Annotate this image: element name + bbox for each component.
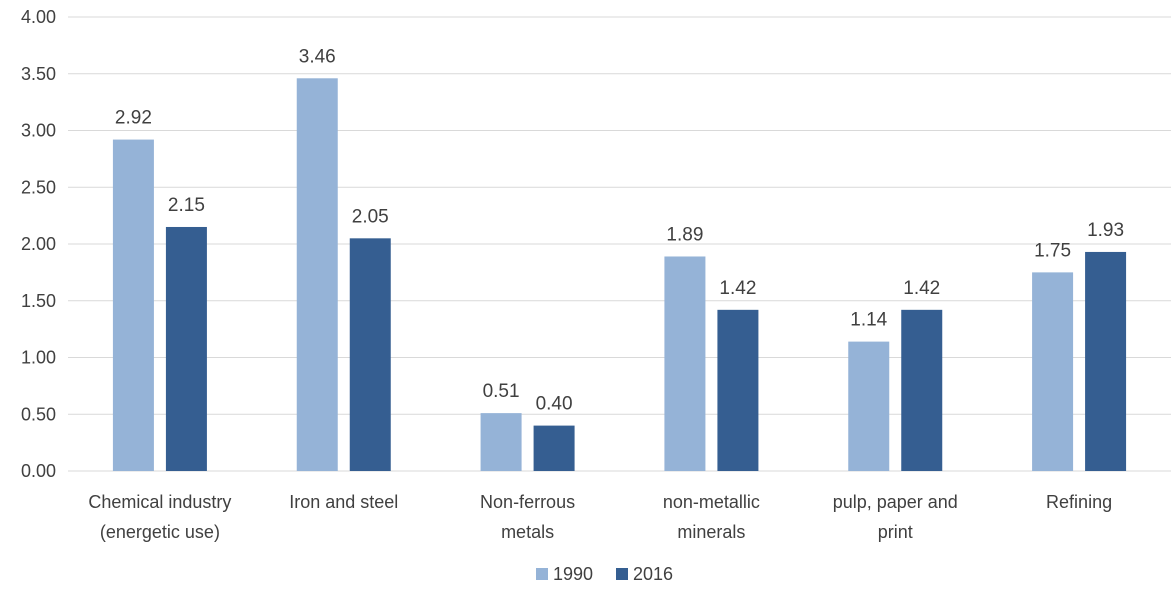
- y-tick-label: 0.50: [21, 404, 56, 424]
- data-label-2016: 1.42: [903, 278, 940, 299]
- data-label-1990: 2.92: [115, 108, 152, 129]
- bar-1990: [296, 78, 338, 471]
- category-label: print: [878, 522, 913, 542]
- category-label: non-metallic: [663, 492, 760, 512]
- category-label: metals: [501, 522, 554, 542]
- y-tick-label: 1.50: [21, 291, 56, 311]
- y-tick-label: 4.00: [21, 7, 56, 27]
- gridlines: [68, 16, 1171, 472]
- data-label-1990: 1.14: [850, 310, 887, 331]
- bar-2016: [533, 425, 575, 471]
- data-label-2016: 1.93: [1087, 220, 1124, 241]
- legend-swatch-2016: [616, 568, 628, 580]
- x-axis-categories: Chemical industry (energetic use) Iron and…: [88, 492, 1112, 542]
- y-tick-label: 0.00: [21, 461, 56, 481]
- category-label: minerals: [677, 522, 745, 542]
- y-tick-label: 2.50: [21, 177, 56, 197]
- bar-2016: [717, 309, 759, 471]
- bars: [112, 78, 1127, 471]
- data-label-1990: 3.46: [299, 46, 336, 67]
- bar-1990: [112, 139, 154, 471]
- y-tick-label: 1.00: [21, 348, 56, 368]
- category-label: Non-ferrous: [480, 492, 575, 512]
- category-label: Chemical industry: [88, 492, 231, 512]
- y-tick-label: 3.00: [21, 121, 56, 141]
- y-axis-ticks: 0.00 0.50 1.00 1.50 2.00 2.50 3.00 3.50 4.00: [21, 7, 56, 481]
- data-label-1990: 0.51: [483, 381, 520, 402]
- bar-1990: [1032, 272, 1074, 471]
- data-label-1990: 1.89: [666, 224, 703, 245]
- bar-1990: [480, 413, 522, 471]
- category-label: pulp, paper and: [833, 492, 958, 512]
- y-tick-label: 3.50: [21, 64, 56, 84]
- bar-1990: [848, 341, 890, 471]
- legend-label-2016: 2016: [633, 564, 673, 584]
- data-label-2016: 1.42: [719, 278, 756, 299]
- data-labels: 2.92 2.15 3.46 2.05 0.51 0.40 1.89 1.42 1.14 1.42…: [115, 46, 1124, 414]
- category-label: Iron and steel: [289, 492, 398, 512]
- legend-swatch-1990: [536, 568, 548, 580]
- bar-2016: [901, 309, 943, 471]
- data-label-1990: 1.75: [1034, 240, 1071, 261]
- bar-2016: [349, 238, 391, 471]
- category-label: (energetic use): [100, 522, 220, 542]
- data-label-2016: 0.40: [536, 394, 573, 415]
- bar-2016: [1085, 251, 1127, 471]
- category-label: Refining: [1046, 492, 1112, 512]
- legend: 1990 2016: [536, 564, 673, 584]
- y-tick-label: 2.00: [21, 234, 56, 254]
- bar-2016: [165, 226, 207, 471]
- legend-label-1990: 1990: [553, 564, 593, 584]
- data-label-2016: 2.15: [168, 195, 205, 216]
- data-label-2016: 2.05: [352, 206, 389, 227]
- bar-1990: [664, 256, 706, 471]
